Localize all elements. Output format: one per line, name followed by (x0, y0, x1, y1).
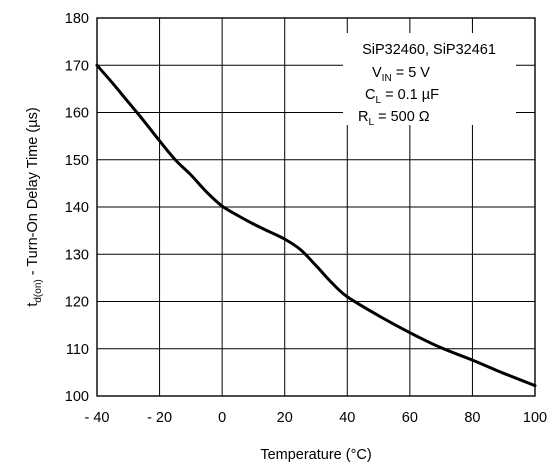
y-tick-label: 170 (65, 58, 89, 74)
annotation-vin-subscript: IN (382, 73, 392, 84)
y-tick-label: 180 (65, 11, 89, 27)
annotation-rl-symbol: R (358, 109, 368, 125)
annotation-vin-symbol: V (372, 65, 382, 81)
annotation-cl-symbol: C (365, 87, 375, 103)
annotation-rl: RL = 500 Ω (358, 109, 430, 128)
x-tick-label: 100 (523, 410, 547, 426)
y-tick-label: 130 (65, 247, 89, 263)
y-tick-label: 120 (65, 295, 89, 311)
x-tick-label: 0 (218, 410, 226, 426)
annotation-rl-subscript: L (368, 117, 374, 128)
x-tick-label: - 40 (85, 410, 110, 426)
x-axis-title: Temperature (°C) (260, 447, 371, 463)
annotation-vin-value: = 5 V (392, 65, 431, 81)
x-tick-label: 20 (277, 410, 293, 426)
y-axis-title: td(on) - Turn-On Delay Time (µs) (25, 107, 44, 306)
x-tick-label: 60 (402, 410, 418, 426)
y-tick-label: 100 (65, 389, 89, 405)
annotation-cl-subscript: L (375, 95, 381, 106)
y-tick-label: 160 (65, 106, 89, 122)
y-axis-title-subscript: d(on) (33, 279, 44, 302)
annotation-rl-value: = 500 Ω (374, 109, 430, 125)
x-tick-label: 80 (464, 410, 480, 426)
x-tick-label: - 20 (147, 410, 172, 426)
y-tick-label: 150 (65, 153, 89, 169)
annotation-vin: VIN = 5 V (372, 65, 430, 84)
annotation-background (343, 33, 516, 125)
x-tick-labels: - 40 - 20 0 20 40 60 80 100 (85, 410, 548, 426)
y-tick-label: 110 (66, 342, 89, 358)
y-tick-labels: 100 110 120 130 140 150 160 170 180 (65, 11, 89, 405)
annotation-cl: CL = 0.1 µF (365, 87, 439, 106)
y-axis-title-symbol: t (25, 303, 41, 307)
y-tick-label: 140 (65, 200, 89, 216)
x-tick-label: 40 (339, 410, 355, 426)
annotation-title: SiP32460, SiP32461 (362, 42, 496, 58)
plot-frame (96, 17, 536, 397)
series-line (95, 63, 537, 388)
y-axis-title-text: - Turn-On Delay Time (µs) (25, 107, 41, 279)
annotation-cl-value: = 0.1 µF (381, 87, 439, 103)
